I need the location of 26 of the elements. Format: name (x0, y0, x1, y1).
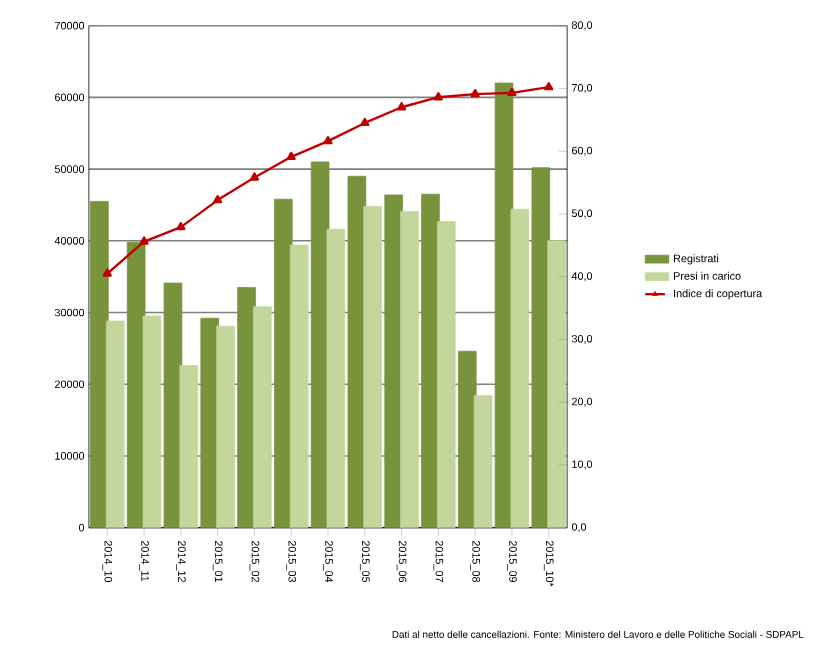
point (139, 236, 149, 245)
point (507, 87, 517, 96)
bar (400, 211, 419, 528)
point (102, 268, 112, 277)
bar (510, 208, 530, 528)
bar (473, 395, 493, 528)
point (544, 82, 554, 91)
bar (547, 240, 566, 528)
bar (142, 315, 162, 528)
point (213, 195, 223, 204)
bar (179, 365, 199, 528)
point (249, 172, 260, 181)
bar (436, 221, 456, 528)
bar (363, 205, 382, 528)
bar (216, 325, 235, 528)
bar (289, 244, 309, 528)
bar (253, 306, 272, 528)
point (286, 151, 296, 160)
bar (326, 228, 346, 528)
point (397, 102, 407, 111)
point (323, 136, 333, 145)
bar (105, 320, 125, 528)
point (470, 88, 480, 98)
point (433, 92, 443, 101)
point (176, 221, 186, 231)
point (360, 117, 370, 127)
